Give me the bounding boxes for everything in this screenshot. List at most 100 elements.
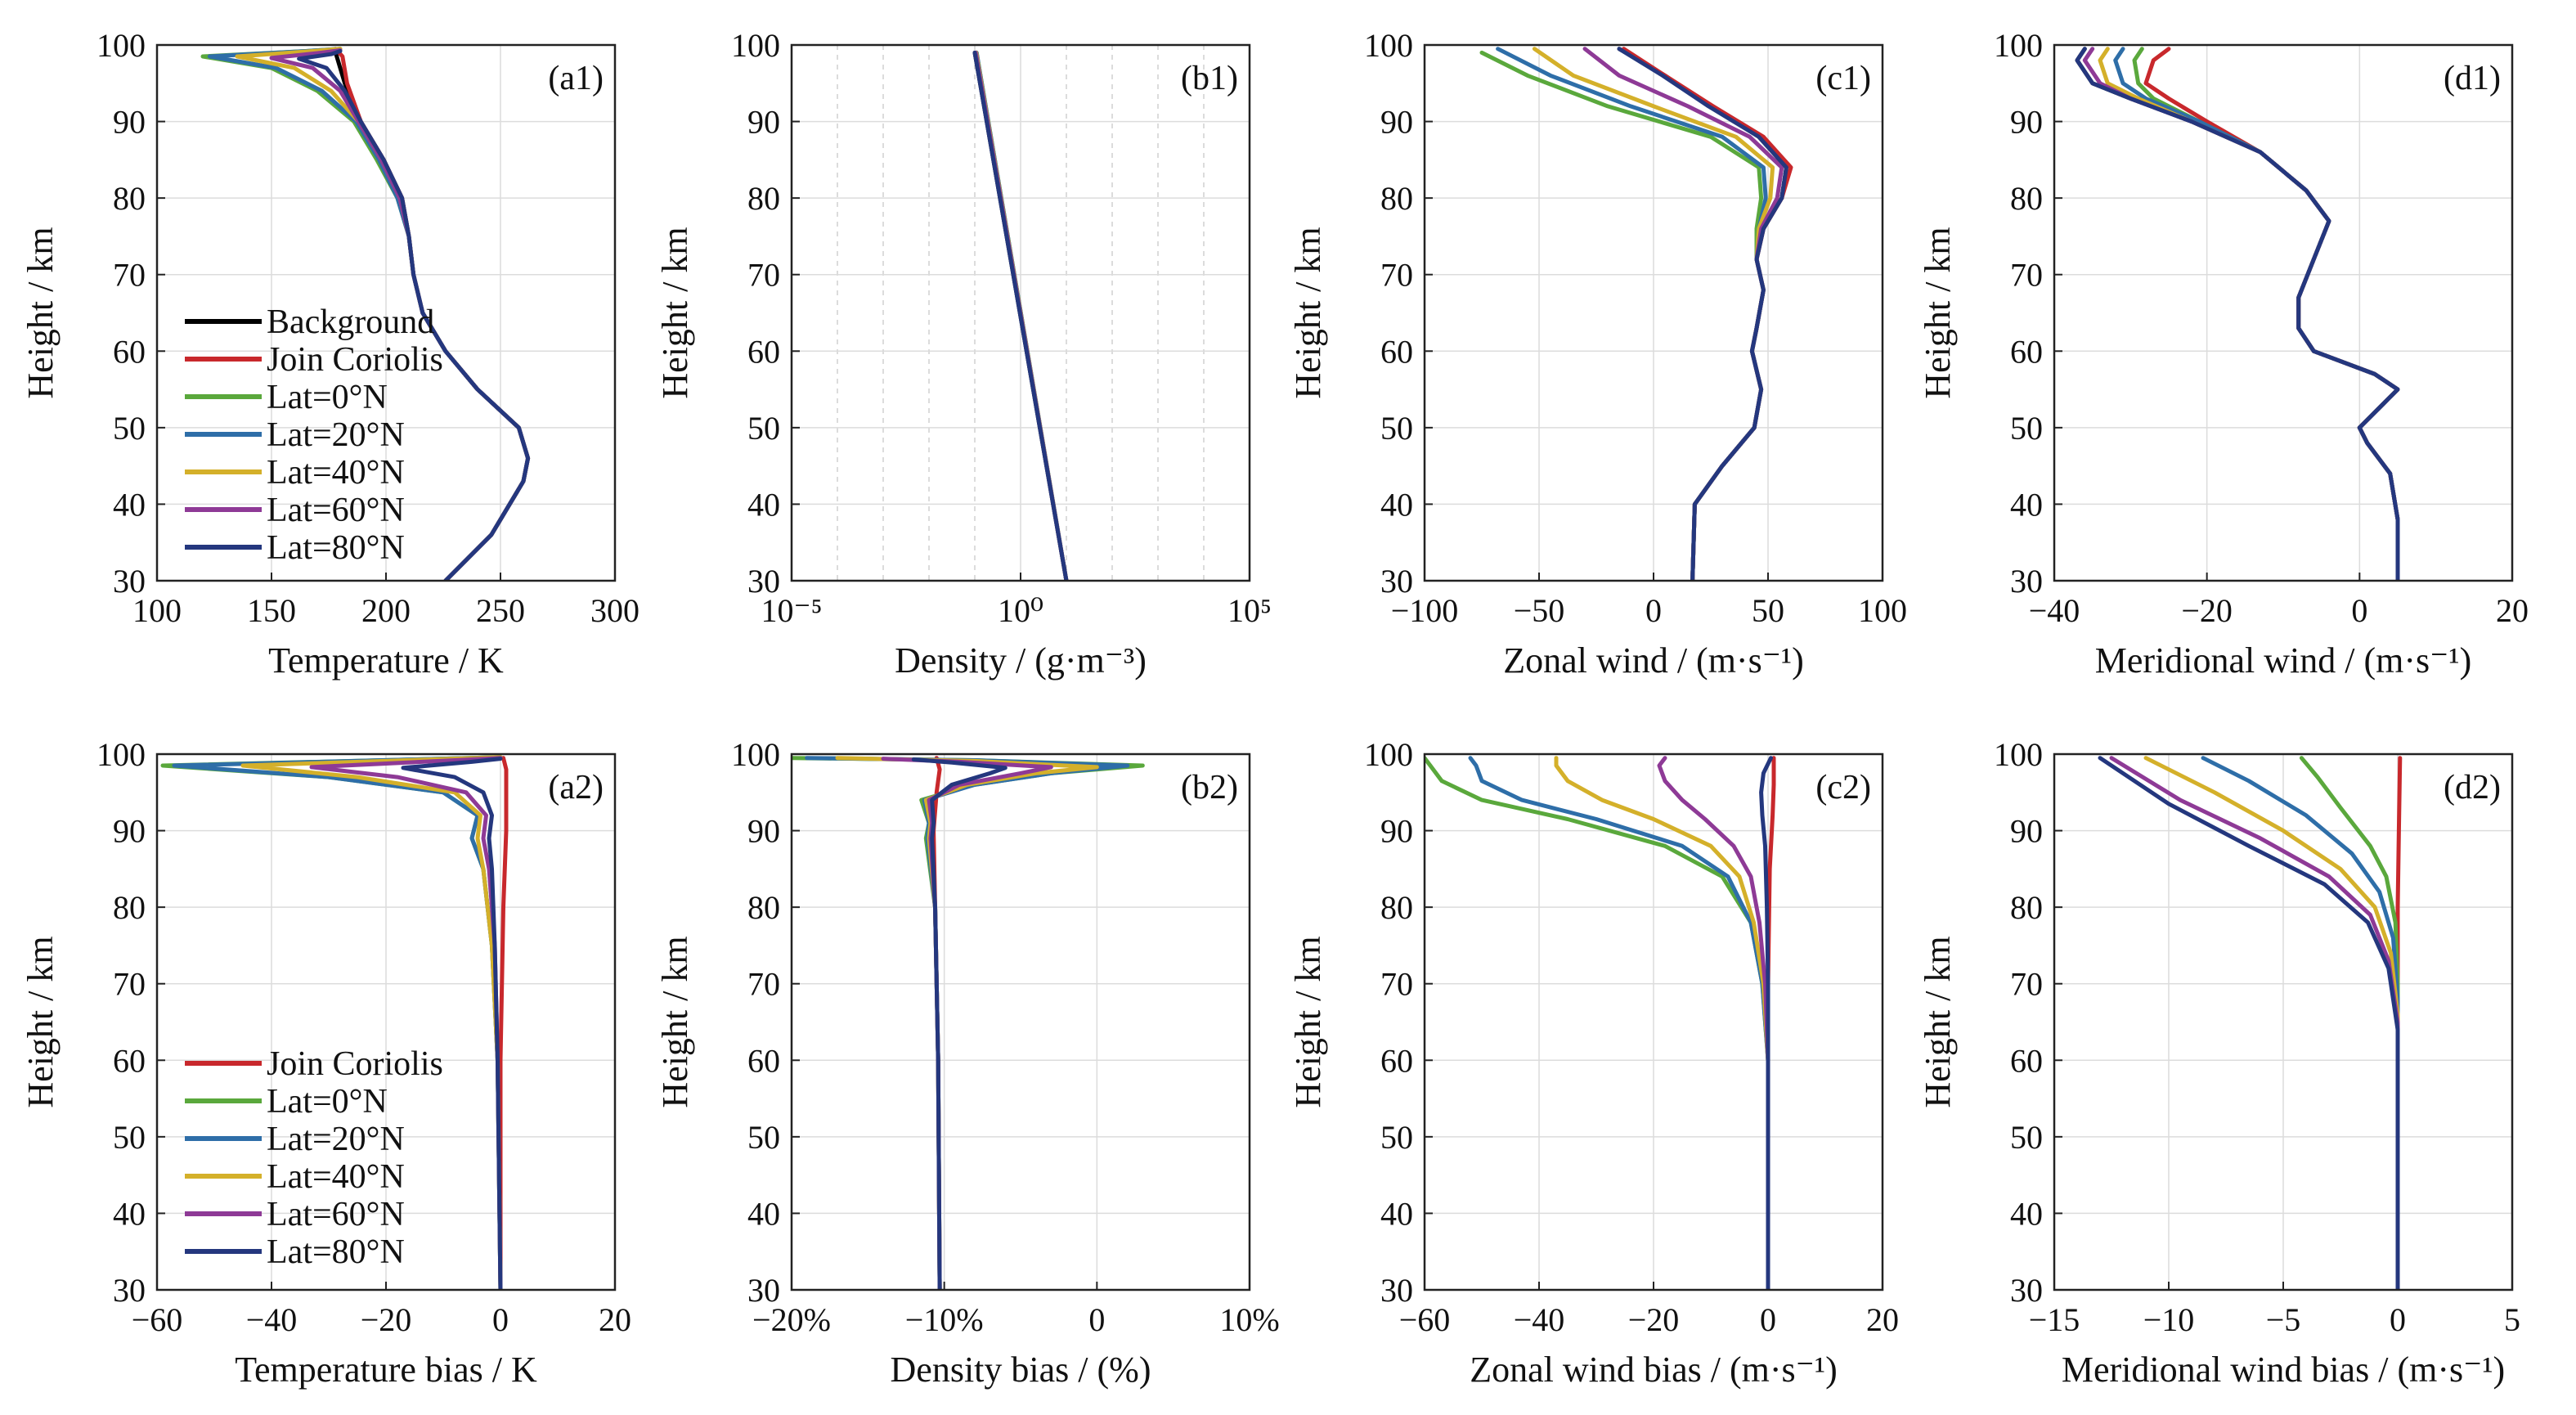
y-tick-label: 60 (747, 333, 780, 370)
y-tick-label: 100 (96, 27, 146, 64)
panel-b1: 10⁻⁵ 10⁰ 10⁵ 30 40 50 60 70 80 90 100 (b1) Density /… (655, 27, 1272, 681)
x-tick-label: 0 (492, 1301, 509, 1338)
x-axis-label: Density / (g·m⁻³) (895, 640, 1147, 681)
x-axis-label: Density bias / (%) (891, 1350, 1151, 1390)
series-line-lat-60-n (2109, 756, 2400, 1290)
legend-entry: Lat=60°N (267, 1196, 405, 1233)
y-tick-label: 40 (2010, 1195, 2043, 1232)
series-line-background (2075, 47, 2400, 581)
series-line-lat-40-n (2143, 756, 2400, 1290)
y-tick-label: 60 (113, 1042, 146, 1079)
y-tick-label: 30 (2010, 563, 2043, 600)
y-tick-label: 30 (2010, 1272, 2043, 1309)
y-tick-label: 70 (2010, 966, 2043, 1003)
x-tick-label: 100 (132, 592, 182, 629)
x-tick-label: −10 (2143, 1301, 2195, 1338)
panel-c2: −60 −40 −20 0 20 30 40 50 60 70 80 90 100 (c2) Zonal w… (1288, 736, 1899, 1390)
x-tick-label: −5 (2266, 1301, 2301, 1338)
series-line-join-coriolis (498, 756, 509, 1290)
series-line-lat-0-n (792, 756, 1145, 1290)
y-tick-label: 40 (747, 486, 780, 523)
series-line-lat-80-n (297, 49, 531, 581)
series-line-lat-80-n (911, 757, 1008, 1290)
y-tick-label: 60 (113, 333, 146, 370)
legend: Join CoriolisLat=0°NLat=20°NLat=40°NLat=… (185, 1045, 443, 1271)
series-line-join-coriolis (1622, 47, 1793, 581)
legend-entry: Lat=20°N (267, 1121, 405, 1158)
y-tick-label: 50 (113, 410, 146, 447)
y-tick-label: 30 (113, 1272, 146, 1309)
x-tick-label: −40 (2029, 592, 2080, 629)
panel-label: (b2) (1181, 769, 1238, 806)
y-tick-label: 70 (747, 257, 780, 294)
panel-b2: −20% −10% 0 10% 30 40 50 60 70 80 90 100 (b2) Density… (655, 736, 1280, 1390)
y-tick-label: 40 (113, 1195, 146, 1232)
x-tick-label: −50 (1514, 592, 1565, 629)
y-tick-label: 50 (747, 410, 780, 447)
y-tick-label: 50 (113, 1119, 146, 1156)
y-tick-label: 100 (1364, 736, 1413, 773)
series-line-lat-40-n (2098, 47, 2400, 581)
x-tick-label: 0 (1760, 1301, 1776, 1338)
y-tick-label: 50 (1380, 410, 1413, 447)
x-tick-label: 0 (1645, 592, 1662, 629)
x-tick-label: 100 (1858, 592, 1907, 629)
x-tick-label: −40 (246, 1301, 298, 1338)
series-line-lat-80-n (2098, 756, 2400, 1290)
series-group (2098, 756, 2403, 1290)
series-line-lat-80-n (1759, 756, 1773, 1290)
y-axis-label: Height / km (1918, 227, 1958, 398)
x-tick-label: 20 (2496, 592, 2529, 629)
x-tick-label: 0 (2351, 592, 2367, 629)
x-tick-label: −60 (132, 1301, 183, 1338)
y-tick-label: 30 (113, 563, 146, 600)
y-tick-label: 100 (1994, 27, 2043, 64)
x-tick-label: 10⁻⁵ (761, 592, 822, 629)
x-tick-label: 0 (2390, 1301, 2406, 1338)
y-tick-label: 40 (2010, 486, 2043, 523)
y-tick-label: 100 (1994, 736, 2043, 773)
y-tick-label: 40 (113, 486, 146, 523)
y-tick-label: 60 (2010, 333, 2043, 370)
legend-entry: Join Coriolis (267, 1045, 443, 1083)
x-axis-label: Temperature bias / K (235, 1350, 537, 1390)
x-axis-label: Zonal wind / (m·s⁻¹) (1503, 640, 1804, 681)
x-tick-label: 10⁵ (1227, 592, 1272, 629)
y-tick-label: 60 (747, 1042, 780, 1079)
y-tick-label: 80 (113, 180, 146, 217)
series-group (160, 755, 509, 1290)
plot-frame (790, 43, 1251, 582)
y-tick-label: 30 (1380, 1272, 1413, 1309)
legend-entry: Lat=40°N (267, 454, 405, 492)
x-tick-label: 0 (1088, 1301, 1105, 1338)
series-line-lat-20-n (1496, 47, 1768, 581)
x-tick-label: −20 (1628, 1301, 1680, 1338)
panel-a1: 100 150 200 250 300 30 40 50 60 70 80 90 100 (a1) Temp… (20, 27, 640, 681)
x-tick-label: −20% (752, 1301, 831, 1338)
y-axis-label: Height / km (20, 936, 61, 1107)
x-tick-label: 5 (2504, 1301, 2520, 1338)
y-tick-label: 60 (1380, 1042, 1413, 1079)
series-group (1425, 756, 1776, 1290)
x-tick-label: 150 (247, 592, 296, 629)
y-axis-label: Height / km (1918, 936, 1958, 1107)
x-tick-label: −15 (2029, 1301, 2080, 1338)
series-line-lat-80-n (401, 757, 503, 1290)
y-tick-label: 90 (747, 813, 780, 850)
panel-d1: −40 −20 0 20 30 40 50 60 70 80 90 100 (d1) Meridional… (1918, 27, 2529, 681)
y-tick-label: 40 (1380, 1195, 1413, 1232)
legend-entry: Lat=80°N (267, 529, 405, 567)
y-tick-label: 90 (113, 813, 146, 850)
legend-entry: Lat=20°N (267, 416, 405, 454)
y-tick-label: 40 (747, 1195, 780, 1232)
legend-entry: Lat=80°N (267, 1233, 405, 1271)
y-tick-label: 90 (1380, 104, 1413, 141)
panel-c1: −100 −50 0 50 100 30 40 50 60 70 80 90 100 (c1) Zonal … (1288, 27, 1907, 681)
x-tick-label: 50 (1752, 592, 1784, 629)
x-tick-label: −100 (1391, 592, 1459, 629)
x-tick-label: 20 (599, 1301, 631, 1338)
y-tick-label: 70 (1380, 257, 1413, 294)
y-axis-label: Height / km (20, 227, 61, 398)
legend-entry: Lat=0°N (267, 1083, 388, 1121)
y-tick-label: 90 (2010, 813, 2043, 850)
